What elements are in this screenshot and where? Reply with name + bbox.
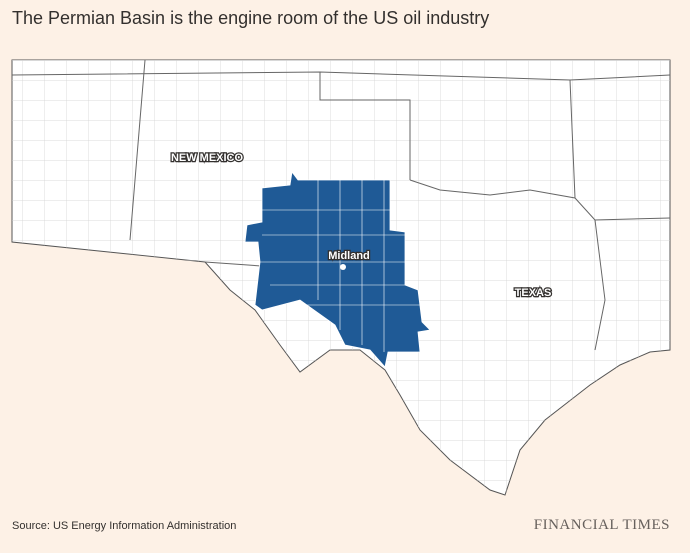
midland-dot xyxy=(340,264,346,270)
state-label: NEW MEXICO xyxy=(171,152,244,164)
brand: FINANCIAL TIMES xyxy=(533,517,670,533)
title: The Permian Basin is the engine room of … xyxy=(12,8,490,28)
source: Source: US Energy Information Administra… xyxy=(12,520,237,532)
city-label: Midland xyxy=(328,250,370,262)
state-label: TEXAS xyxy=(515,287,552,299)
permian-counties xyxy=(258,180,420,352)
